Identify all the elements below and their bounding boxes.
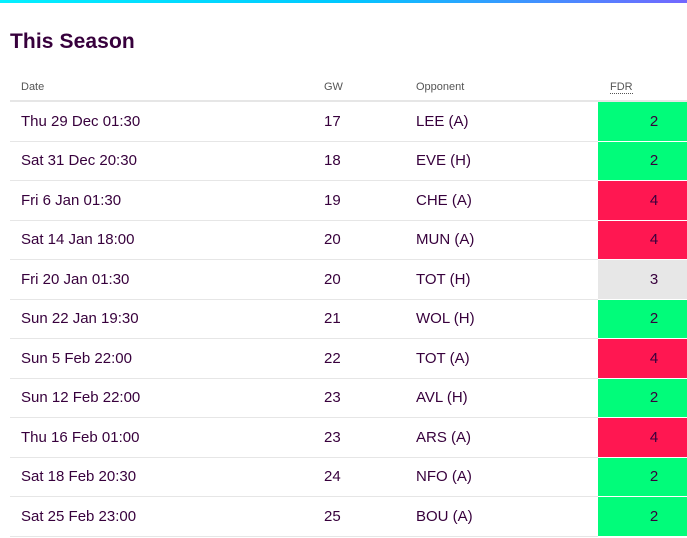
fixture-fdr-badge: 2 [598, 378, 687, 418]
header-date: Date [10, 73, 324, 102]
fixture-gw: 17 [324, 101, 416, 142]
top-accent-bar [0, 0, 687, 3]
fixture-rows: Thu 29 Dec 01:30 17 LEE (A) 2 Sat 31 Dec 20:… [10, 101, 687, 537]
fixtures-table: Date GW Opponent FDR Thu 29 Dec 01:30 17 L… [10, 73, 687, 537]
fixture-opponent: EVE (H) [416, 141, 598, 181]
header-opponent: Opponent [416, 73, 598, 102]
fixture-fdr-badge: 4 [598, 417, 687, 458]
fixture-gw: 19 [324, 180, 416, 221]
fixture-opponent: LEE (A) [416, 101, 598, 142]
fixture-date: Fri 20 Jan 01:30 [10, 259, 324, 300]
table-row: Sat 18 Feb 20:30 24 NFO (A) 2 [10, 457, 687, 497]
table-row: Fri 6 Jan 01:30 19 CHE (A) 4 [10, 180, 687, 221]
fixture-date: Thu 16 Feb 01:00 [10, 417, 324, 458]
fixture-fdr-badge: 4 [598, 220, 687, 260]
fixture-gw: 23 [324, 417, 416, 458]
fixture-date: Sat 31 Dec 20:30 [10, 141, 324, 181]
fixture-date: Sun 5 Feb 22:00 [10, 338, 324, 379]
fixture-date: Sat 18 Feb 20:30 [10, 457, 324, 497]
fixture-fdr-badge: 2 [598, 457, 687, 497]
fixture-fdr-badge: 2 [598, 141, 687, 181]
fixture-fdr-badge: 2 [598, 496, 687, 537]
fixture-gw: 23 [324, 378, 416, 418]
fixture-date: Sat 25 Feb 23:00 [10, 496, 324, 537]
fixture-opponent: CHE (A) [416, 180, 598, 221]
table-row: Sun 22 Jan 19:30 21 WOL (H) 2 [10, 299, 687, 339]
table-row: Sat 25 Feb 23:00 25 BOU (A) 2 [10, 496, 687, 537]
table-row: Sun 5 Feb 22:00 22 TOT (A) 4 [10, 338, 687, 379]
fdr-abbr[interactable]: FDR [610, 80, 633, 94]
fixture-date: Sat 14 Jan 18:00 [10, 220, 324, 260]
fixture-opponent: TOT (H) [416, 259, 598, 300]
fixture-opponent: TOT (A) [416, 338, 598, 379]
table-header-row: Date GW Opponent FDR [10, 73, 687, 102]
fixture-date: Fri 6 Jan 01:30 [10, 180, 324, 221]
fixture-fdr-badge: 3 [598, 259, 687, 300]
fixture-gw: 24 [324, 457, 416, 497]
fixture-date: Sun 12 Feb 22:00 [10, 378, 324, 418]
fixture-opponent: ARS (A) [416, 417, 598, 458]
fixture-opponent: MUN (A) [416, 220, 598, 260]
fixture-date: Sun 22 Jan 19:30 [10, 299, 324, 339]
table-row: Fri 20 Jan 01:30 20 TOT (H) 3 [10, 259, 687, 300]
table-row: Sat 14 Jan 18:00 20 MUN (A) 4 [10, 220, 687, 260]
fixture-gw: 20 [324, 220, 416, 260]
table-row: Thu 29 Dec 01:30 17 LEE (A) 2 [10, 101, 687, 142]
fixture-gw: 18 [324, 141, 416, 181]
fixture-fdr-badge: 4 [598, 180, 687, 221]
fixture-opponent: BOU (A) [416, 496, 598, 537]
header-fdr[interactable]: FDR [598, 73, 687, 102]
fixture-date: Thu 29 Dec 01:30 [10, 101, 324, 142]
fixture-gw: 20 [324, 259, 416, 300]
section-title: This Season [10, 30, 135, 53]
fixture-opponent: NFO (A) [416, 457, 598, 497]
table-row: Sat 31 Dec 20:30 18 EVE (H) 2 [10, 141, 687, 181]
fixture-fdr-badge: 2 [598, 299, 687, 339]
fixture-fdr-badge: 2 [598, 101, 687, 142]
fixture-opponent: WOL (H) [416, 299, 598, 339]
fixture-fdr-badge: 4 [598, 338, 687, 379]
header-gw: GW [324, 73, 416, 102]
table-row: Thu 16 Feb 01:00 23 ARS (A) 4 [10, 417, 687, 458]
fixture-gw: 21 [324, 299, 416, 339]
fixture-gw: 22 [324, 338, 416, 379]
fixture-gw: 25 [324, 496, 416, 537]
table-row: Sun 12 Feb 22:00 23 AVL (H) 2 [10, 378, 687, 418]
fixture-opponent: AVL (H) [416, 378, 598, 418]
